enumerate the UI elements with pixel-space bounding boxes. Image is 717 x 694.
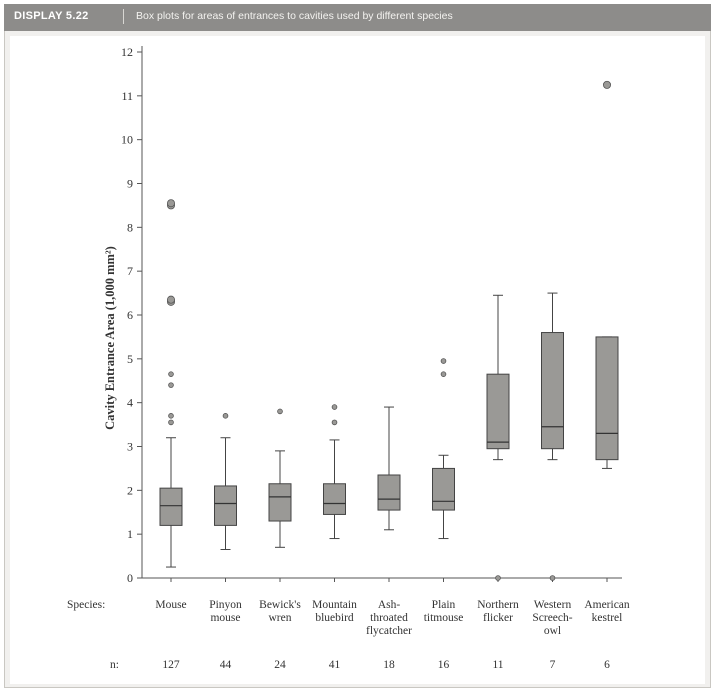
species-label: Pinyon xyxy=(209,599,242,611)
n-value-label: 41 xyxy=(329,659,341,671)
y-tick-label: 12 xyxy=(121,45,133,59)
box xyxy=(268,483,292,522)
species-label: kestrel xyxy=(592,612,623,624)
y-tick-label: 1 xyxy=(127,527,133,541)
species-label: bluebird xyxy=(315,612,354,624)
y-axis-label: Cavity Entrance Area (1,000 mm²) xyxy=(103,246,117,430)
species-label: titmouse xyxy=(424,612,464,624)
outlier-point xyxy=(549,575,556,581)
species-label: Western xyxy=(534,599,572,611)
outlier-point xyxy=(168,413,174,419)
outlier-point xyxy=(440,371,447,377)
species-label: flicker xyxy=(483,612,513,624)
display-caption: Box plots for areas of entrances to cavi… xyxy=(136,10,453,22)
y-tick-label: 8 xyxy=(127,220,133,234)
species-label: Northern xyxy=(477,599,519,611)
header-separator xyxy=(123,9,124,24)
species-label: Bewick's xyxy=(259,599,301,611)
box xyxy=(323,483,346,515)
outlier-point xyxy=(277,408,283,415)
n-value-label: 24 xyxy=(274,659,286,671)
n-value-label: 7 xyxy=(550,659,556,671)
box xyxy=(214,485,237,526)
species-label: flycatcher xyxy=(366,625,412,637)
n-axis-label: n: xyxy=(110,659,119,671)
y-tick-label: 0 xyxy=(127,571,133,585)
species-axis-label: Species: xyxy=(67,599,105,611)
n-value-label: 18 xyxy=(383,659,395,671)
display-header xyxy=(4,4,711,31)
n-value-label: 11 xyxy=(492,659,503,671)
outlier-point xyxy=(440,358,447,364)
outlier-point xyxy=(168,382,174,388)
n-value-label: 127 xyxy=(162,659,180,671)
box xyxy=(541,332,564,450)
y-tick-label: 5 xyxy=(127,352,133,366)
species-label: Mouse xyxy=(155,599,186,611)
y-tick-label: 11 xyxy=(121,89,133,103)
outlier-point xyxy=(495,575,501,581)
y-tick-label: 6 xyxy=(127,308,133,322)
outlier-point xyxy=(603,80,612,89)
box xyxy=(377,474,401,511)
n-value-label: 44 xyxy=(220,659,232,671)
species-label: throated xyxy=(370,612,408,624)
boxplot-chart: Cavity Entrance Area (1,000 mm²) 0123456… xyxy=(67,45,630,671)
y-tick-label: 3 xyxy=(127,440,133,454)
n-value-label: 6 xyxy=(604,659,610,671)
species-label: Mountain xyxy=(312,599,357,611)
outlier-point xyxy=(166,295,175,304)
y-tick-label: 4 xyxy=(127,396,133,410)
outlier-point xyxy=(166,199,175,208)
species-label: Screech- xyxy=(532,612,572,624)
box xyxy=(159,487,183,526)
outlier-point xyxy=(168,371,174,377)
outlier-point xyxy=(331,419,338,426)
y-tick-label: 10 xyxy=(121,133,133,147)
n-value-label: 16 xyxy=(438,659,450,671)
species-label: owl xyxy=(544,625,561,637)
outlier-point xyxy=(331,404,338,410)
species-label: wren xyxy=(269,612,292,624)
box xyxy=(486,373,510,450)
y-tick-label: 7 xyxy=(127,264,133,278)
y-tick-label: 2 xyxy=(127,483,133,497)
outlier-point xyxy=(222,413,229,419)
display-tag: DISPLAY 5.22 xyxy=(14,10,89,22)
species-label: Ash- xyxy=(378,599,401,611)
box xyxy=(432,467,455,511)
outlier-point xyxy=(168,419,174,426)
species-label: American xyxy=(584,599,630,611)
y-tick-label: 9 xyxy=(127,177,133,191)
box xyxy=(595,336,619,461)
species-label: mouse xyxy=(210,612,240,624)
species-label: Plain xyxy=(432,599,456,611)
